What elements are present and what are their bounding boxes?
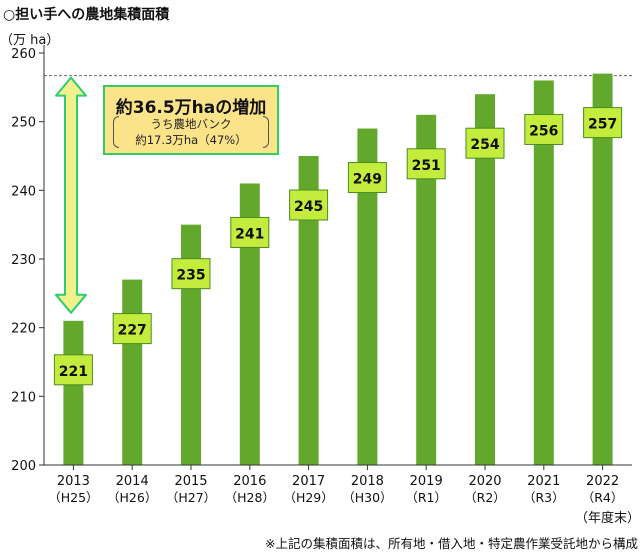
x-tick-sublabel: （H25）: [48, 490, 98, 505]
chart-title: ○担い手への農地集積面積: [3, 6, 170, 23]
x-tick-label: 2018: [351, 474, 384, 489]
x-tick-sublabel: （H26）: [107, 490, 157, 505]
y-tick-label: 200: [11, 459, 36, 474]
annotation-headline: 約36.5万haの増加: [115, 98, 267, 118]
annotation-line-1: うち農地バンク: [150, 117, 232, 131]
x-tick-sublabel: （R4）: [582, 490, 624, 505]
bar: [239, 183, 260, 465]
annotation-box: 約36.5万haの増加 うち農地バンク 約17.3万ha（47%）: [103, 85, 279, 155]
data-label-box: [347, 162, 387, 194]
x-tick-sublabel: （H27）: [166, 490, 216, 505]
data-label-box: [524, 113, 564, 145]
data-label: 249: [353, 172, 382, 188]
data-label: 227: [118, 323, 147, 339]
annotation-line-2: 約17.3万ha（47%）: [135, 133, 247, 147]
data-label: 241: [235, 226, 264, 242]
bar: [416, 114, 437, 466]
x-tick-label: 2016: [233, 474, 266, 489]
data-label-box: [230, 216, 270, 248]
annotation-bracket-right: [263, 116, 269, 148]
y-tick-label: 210: [11, 390, 36, 405]
data-label: 251: [412, 158, 441, 174]
x-tick-label: 2020: [468, 474, 501, 489]
x-tick-sublabel: （H29）: [283, 490, 333, 505]
x-unit-note: （年度末）: [575, 510, 640, 526]
x-tick-label: 2013: [57, 474, 90, 489]
x-tick-label: 2021: [527, 474, 560, 489]
y-tick-label: 230: [11, 253, 36, 268]
increase-arrow: [55, 76, 87, 314]
annotation-bracket-left: [113, 116, 119, 148]
x-tick-sublabel: （R1）: [405, 490, 447, 505]
data-label: 245: [294, 199, 323, 215]
annotation-detail: うち農地バンク 約17.3万ha（47%）: [119, 116, 263, 148]
data-label: 257: [588, 117, 617, 133]
bar: [63, 320, 84, 465]
bar: [533, 80, 554, 465]
x-tick-sublabel: （R3）: [523, 490, 565, 505]
x-tick-sublabel: （H28）: [225, 490, 275, 505]
data-label: 254: [470, 137, 499, 153]
data-label-box: [53, 354, 93, 386]
x-tick-sublabel: （H30）: [342, 490, 392, 505]
x-tick-label: 2017: [292, 474, 325, 489]
x-tick-label: 2014: [116, 474, 149, 489]
y-tick-label: 220: [11, 322, 36, 337]
data-label-box: [583, 107, 623, 139]
bar: [122, 279, 143, 465]
y-tick-label: 250: [11, 116, 36, 131]
data-label-box: [171, 258, 211, 290]
data-label: 235: [176, 268, 205, 284]
data-label-box: [112, 313, 152, 345]
x-tick-sublabel: （R2）: [464, 490, 506, 505]
y-tick-label: 240: [11, 184, 36, 199]
bar: [357, 128, 378, 466]
y-axis-label: （万 ha）: [0, 33, 59, 48]
data-label-box: [406, 148, 446, 180]
x-tick-label: 2022: [586, 474, 619, 489]
x-tick-label: 2015: [174, 474, 207, 489]
bar: [592, 73, 613, 465]
data-label: 256: [529, 123, 558, 139]
footnote: ※上記の集積面積は、所有地・借入地・特定農作業受託地から構成: [265, 536, 638, 551]
data-label-box: [465, 127, 505, 159]
y-tick-label: 260: [11, 47, 36, 62]
bar: [298, 156, 319, 465]
x-tick-label: 2019: [410, 474, 443, 489]
data-label: 221: [59, 364, 88, 380]
bar: [475, 94, 495, 465]
data-label-box: [289, 189, 329, 221]
